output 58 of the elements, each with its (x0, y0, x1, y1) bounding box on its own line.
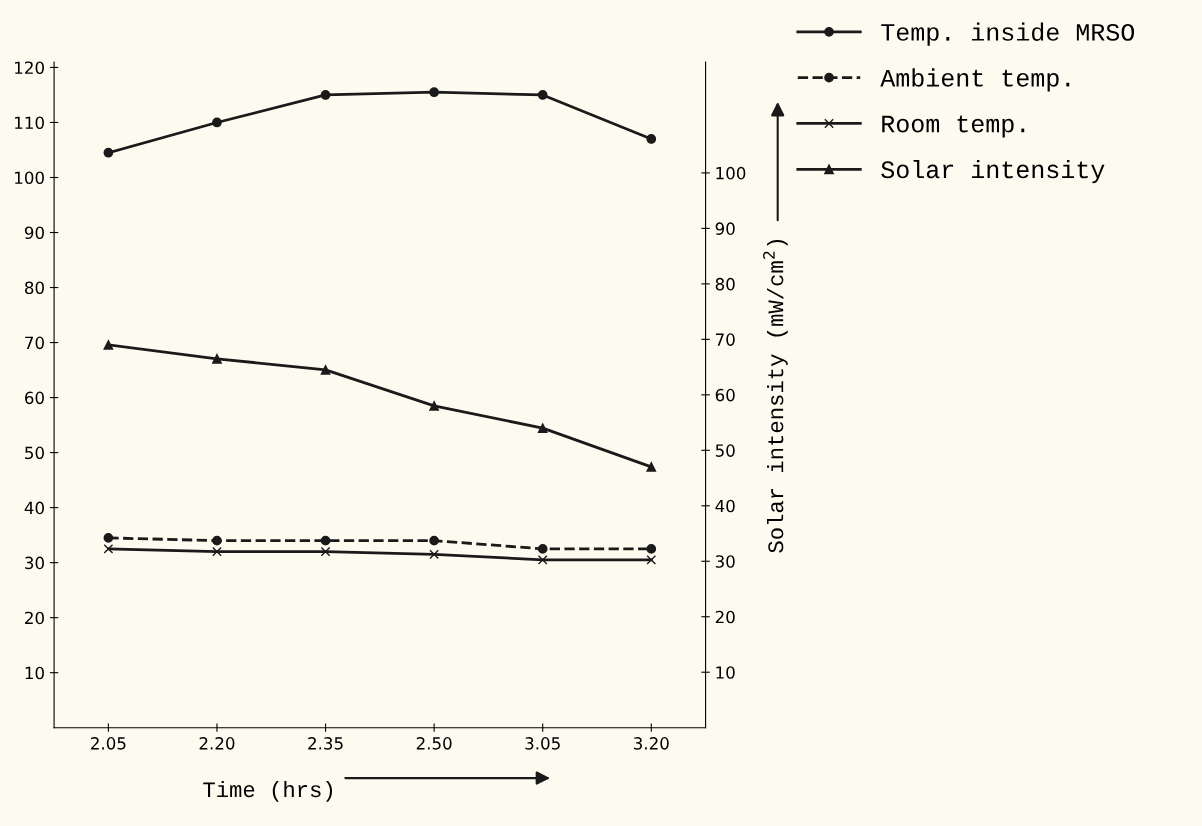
point (646, 134, 657, 144)
x-tick-label: 3.20 (634, 737, 669, 750)
y-tick-label: 100 (15, 171, 44, 185)
point (103, 533, 114, 543)
y-tick-label: 50 (25, 446, 44, 460)
y-tick-label: 110 (15, 116, 44, 130)
x-tick-label: 2.20 (199, 737, 235, 750)
y2-tick-label: 40 (715, 499, 735, 513)
y2-tick-label: 80 (715, 277, 735, 291)
point (103, 340, 114, 350)
y-tick-label: 60 (25, 391, 44, 405)
point (537, 555, 548, 565)
y-tick-label: 70 (25, 336, 44, 350)
y-tick-label: 30 (25, 556, 44, 570)
point (646, 462, 657, 472)
point (320, 365, 331, 375)
y2-tick-label: 10 (716, 666, 735, 679)
x-tick-label: 3.05 (525, 737, 560, 750)
x-axis-title: Time (hrs) (203, 780, 333, 802)
y-tick-label: 20 (25, 611, 44, 625)
point (646, 544, 657, 554)
point (320, 546, 331, 557)
y2-tick-label: 100 (716, 166, 746, 180)
legend-label: Ambient temp. (880, 68, 1070, 92)
legend-label: Solar intensity (881, 159, 1105, 184)
point (537, 90, 548, 100)
point (212, 535, 222, 546)
y2-tick-label: 90 (715, 222, 735, 235)
point (212, 353, 222, 364)
point (429, 535, 439, 546)
y-tick-label: 90 (24, 226, 44, 240)
point (646, 555, 657, 565)
y-tick-label: 40 (24, 501, 44, 515)
point (429, 401, 439, 411)
point (429, 87, 439, 98)
y2-tick-label: 50 (715, 444, 735, 457)
x-tick-label: 2.35 (308, 737, 343, 750)
point (537, 423, 548, 433)
point (212, 117, 222, 128)
y-tick-label: 80 (24, 281, 44, 295)
point (103, 544, 114, 554)
legend-label: Temp. inside MRSO (881, 22, 1135, 46)
y2-tick-label: 70 (715, 333, 735, 346)
x-tick-label: 2.05 (91, 737, 126, 750)
point (537, 544, 548, 554)
point (320, 90, 331, 100)
point (320, 535, 331, 546)
point (212, 546, 222, 557)
point (429, 549, 439, 560)
point (103, 147, 114, 158)
legend-label: Room temp. (882, 115, 1025, 138)
y2-tick-label: 20 (715, 610, 735, 624)
y-tick-label: 120 (15, 61, 44, 75)
y2-axis-title: Solar intensity (mW/cm$^{2}$) (763, 239, 788, 553)
y2-tick-label: 60 (715, 388, 735, 402)
y-tick-label: 10 (25, 666, 44, 680)
x-tick-label: 2.50 (416, 737, 452, 750)
y2-tick-label: 30 (715, 555, 735, 568)
